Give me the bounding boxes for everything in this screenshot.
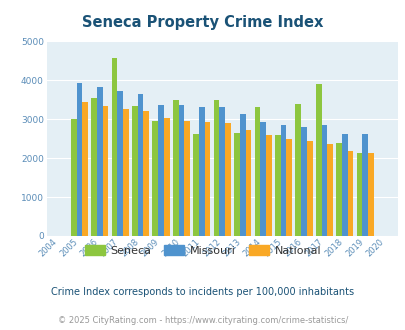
Bar xyxy=(239,114,245,236)
Bar xyxy=(82,102,88,236)
Bar xyxy=(204,122,210,236)
Bar xyxy=(158,105,164,236)
Bar xyxy=(260,122,265,236)
Bar xyxy=(143,111,149,236)
Bar xyxy=(234,133,239,236)
Bar xyxy=(91,98,97,236)
Bar xyxy=(315,84,321,236)
Bar xyxy=(225,123,230,236)
Bar xyxy=(173,100,178,236)
Bar xyxy=(326,144,332,236)
Bar xyxy=(245,130,251,236)
Bar xyxy=(219,107,225,236)
Bar xyxy=(347,151,352,236)
Bar xyxy=(70,119,76,236)
Text: © 2025 CityRating.com - https://www.cityrating.com/crime-statistics/: © 2025 CityRating.com - https://www.city… xyxy=(58,315,347,325)
Legend: Seneca, Missouri, National: Seneca, Missouri, National xyxy=(80,241,325,260)
Bar xyxy=(198,108,204,236)
Bar xyxy=(341,134,347,236)
Bar xyxy=(356,153,361,236)
Text: Seneca Property Crime Index: Seneca Property Crime Index xyxy=(82,15,323,30)
Bar xyxy=(213,100,219,236)
Bar xyxy=(76,82,82,236)
Bar xyxy=(123,109,128,236)
Bar xyxy=(274,135,280,236)
Bar xyxy=(117,91,123,236)
Bar xyxy=(102,106,108,236)
Bar xyxy=(132,106,137,236)
Bar xyxy=(164,117,169,236)
Bar xyxy=(306,141,312,236)
Bar xyxy=(178,105,184,236)
Bar xyxy=(361,134,367,236)
Bar xyxy=(321,125,326,236)
Bar xyxy=(111,58,117,236)
Bar xyxy=(152,121,158,236)
Bar xyxy=(295,104,301,236)
Bar xyxy=(265,135,271,236)
Bar xyxy=(193,134,198,236)
Bar xyxy=(254,108,260,236)
Bar xyxy=(301,127,306,236)
Bar xyxy=(280,125,286,236)
Bar xyxy=(367,153,373,236)
Bar xyxy=(97,87,102,236)
Text: Crime Index corresponds to incidents per 100,000 inhabitants: Crime Index corresponds to incidents per… xyxy=(51,287,354,297)
Bar xyxy=(137,94,143,236)
Bar xyxy=(286,139,291,236)
Bar xyxy=(184,121,190,236)
Bar xyxy=(335,143,341,236)
